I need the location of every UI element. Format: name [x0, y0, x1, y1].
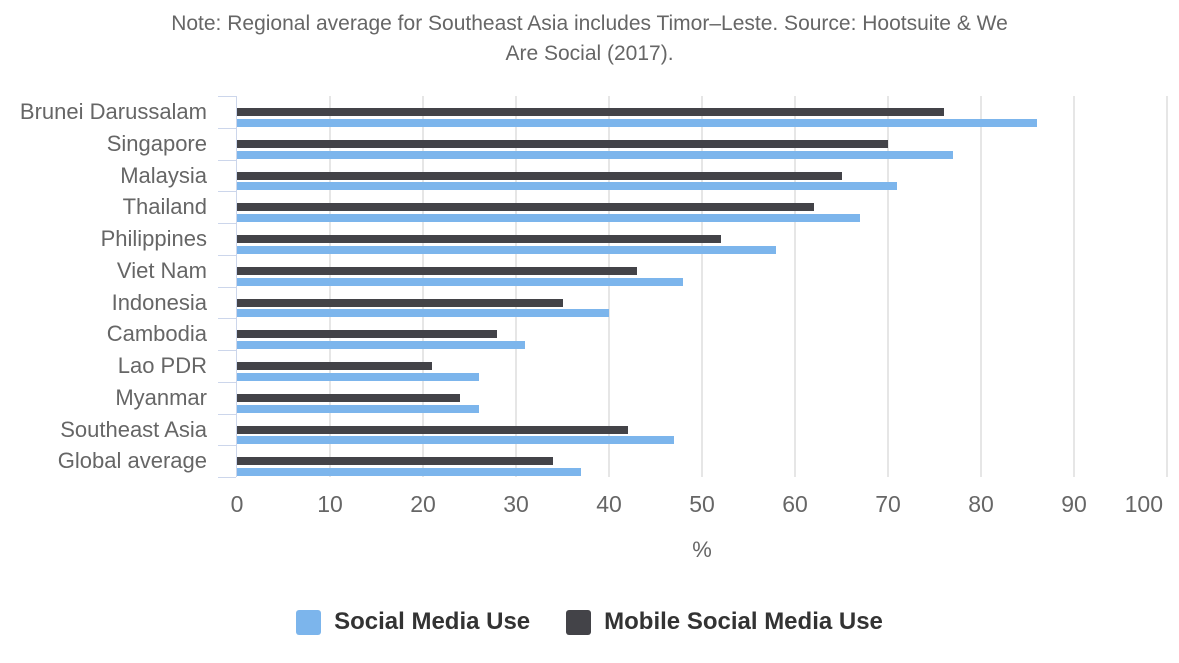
legend-swatch-mobile-social-media-use[interactable]	[566, 609, 592, 635]
category-label: Global average	[57, 448, 207, 474]
value-axis-tick-label: 60	[782, 491, 808, 517]
bar-social-media-use[interactable]	[237, 245, 777, 254]
legend-label-mobile-social-media-use[interactable]: Mobile Social Media Use	[604, 608, 883, 635]
chart-title-line-2: Are Social (2017).	[505, 42, 674, 65]
gridline	[329, 96, 331, 477]
category-label: Brunei Darussalam	[19, 99, 207, 124]
bar-mobile-social-media-use[interactable]	[237, 330, 498, 339]
value-axis-tick-label: 50	[689, 491, 715, 517]
legend-label-social-media-use[interactable]: Social Media Use	[334, 608, 531, 635]
category-label: Singapore	[106, 130, 207, 156]
value-axis-tick-label: 100	[1124, 491, 1163, 517]
bar-mobile-social-media-use[interactable]	[237, 203, 814, 212]
category-axis-labels: Brunei Darussalam Singapore Malaysia Thaila…	[0, 96, 207, 477]
bar-social-media-use[interactable]	[237, 468, 582, 477]
category-axis-tick	[218, 96, 236, 97]
bar-social-media-use[interactable]	[237, 118, 1037, 127]
gridline	[794, 96, 796, 477]
value-axis-tick-label: 30	[503, 491, 529, 517]
bar-mobile-social-media-use[interactable]	[237, 457, 554, 466]
bar-mobile-social-media-use[interactable]	[237, 298, 563, 307]
category-label: Myanmar	[115, 384, 207, 410]
category-axis-tick	[218, 445, 236, 446]
legend: Social Media Use Mobile Social Media Use	[0, 605, 1179, 639]
category-axis-tick	[218, 223, 236, 224]
bar-social-media-use[interactable]	[237, 214, 861, 223]
value-axis-tick-label: 40	[596, 491, 622, 517]
legend-swatch-social-media-use[interactable]	[296, 609, 322, 635]
gridline	[887, 96, 889, 477]
bar-social-media-use[interactable]	[237, 372, 479, 381]
category-label: Philippines	[100, 226, 207, 251]
category-axis-tick	[218, 287, 236, 288]
category-axis-tick	[218, 414, 236, 415]
bar-social-media-use[interactable]	[237, 436, 675, 445]
bar-mobile-social-media-use[interactable]	[237, 139, 888, 148]
category-axis-line	[236, 96, 237, 477]
bar-mobile-social-media-use[interactable]	[237, 393, 461, 402]
legend-item-social-media-use[interactable]: Social Media Use	[296, 608, 530, 636]
bar-mobile-social-media-use[interactable]	[237, 362, 433, 371]
category-axis-tick	[218, 318, 236, 319]
chart-title: Note: Regional average for Southeast Asi…	[0, 9, 1179, 69]
plot-area	[218, 96, 1168, 478]
category-label: Indonesia	[111, 289, 207, 315]
category-axis-tick	[218, 477, 236, 478]
category-label: Southeast Asia	[60, 416, 207, 442]
category-label: Viet Nam	[116, 257, 207, 283]
bar-social-media-use[interactable]	[237, 309, 609, 318]
bar-social-media-use[interactable]	[237, 277, 684, 286]
category-axis-tick	[218, 128, 236, 129]
category-label: Cambodia	[106, 321, 207, 347]
bar-social-media-use[interactable]	[237, 182, 898, 191]
gridline	[422, 96, 424, 477]
bar-mobile-social-media-use[interactable]	[237, 235, 721, 244]
category-axis-tick	[218, 255, 236, 256]
bar-mobile-social-media-use[interactable]	[237, 266, 637, 275]
gridline	[980, 96, 982, 477]
value-axis-tick-label: 0	[230, 491, 244, 517]
bar-social-media-use[interactable]	[237, 341, 526, 350]
category-label: Lao PDR	[117, 353, 207, 378]
bar-mobile-social-media-use[interactable]	[237, 171, 842, 180]
value-axis-tick-label: 90	[1061, 491, 1087, 517]
category-axis-tick	[218, 382, 236, 383]
category-axis-tick	[218, 160, 236, 161]
value-axis-tick-label: 10	[317, 491, 343, 517]
legend-item-mobile-social-media-use[interactable]: Mobile Social Media Use	[566, 608, 883, 636]
category-label: Thailand	[122, 194, 207, 220]
gridline	[515, 96, 517, 477]
value-axis-tick-label: 80	[968, 491, 994, 517]
chart-title-line-1: Note: Regional average for Southeast Asi…	[171, 12, 1008, 35]
bar-mobile-social-media-use[interactable]	[237, 425, 628, 434]
category-label: Malaysia	[120, 162, 207, 188]
gridline	[608, 96, 610, 477]
value-axis-tick-label: 70	[875, 491, 901, 517]
gridline	[701, 96, 703, 477]
category-axis-tick	[218, 350, 236, 351]
bar-social-media-use[interactable]	[237, 404, 479, 413]
value-axis-tick-label: 20	[410, 491, 436, 517]
gridline	[1073, 96, 1075, 477]
bar-social-media-use[interactable]	[237, 150, 954, 159]
bar-mobile-social-media-use[interactable]	[237, 108, 944, 117]
value-axis-title: %	[692, 537, 712, 562]
gridline	[1166, 96, 1168, 477]
category-axis-tick	[218, 191, 236, 192]
value-axis-labels: 0 10 20 30 40 50 60 70 80 90 100	[231, 491, 1167, 517]
